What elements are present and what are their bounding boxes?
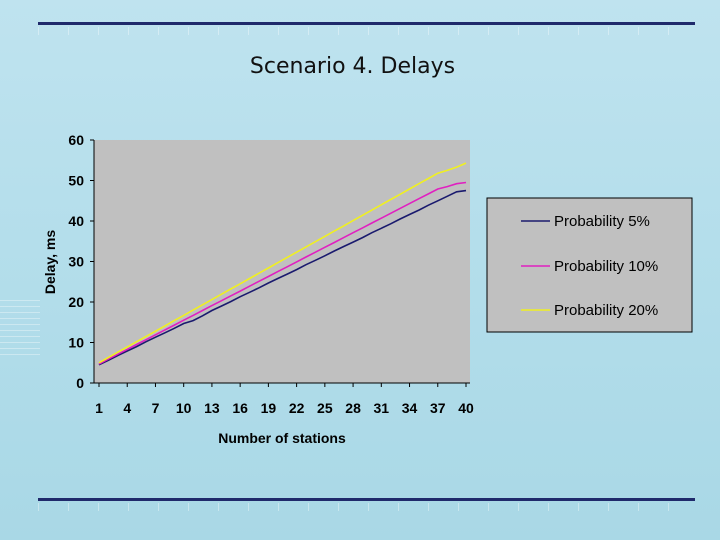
series-line-2 [98,181,467,365]
y-tick-label: 40 [68,213,84,229]
y-tick-label: 20 [68,294,84,310]
x-tick-label: 40 [458,400,474,416]
y-tick-label: 10 [68,335,84,351]
x-tick-label: 22 [289,400,305,416]
x-tick-label: 19 [261,400,277,416]
legend: Probability 5% Probability 10% Probability… [486,197,693,333]
y-tick-label: 30 [68,254,84,270]
series-line-1 [98,189,467,366]
x-tick-label: 1 [95,400,103,416]
x-tick-label: 28 [345,400,361,416]
y-tick-label: 0 [76,375,84,391]
bottom-decor-strip [38,503,695,511]
x-tick-label: 4 [123,400,131,416]
x-tick-label: 25 [317,400,333,416]
y-tick-label: 60 [68,132,84,148]
y-axis: 0 10 20 30 40 50 60 [68,132,95,391]
x-tick-label: 13 [204,400,220,416]
x-tick-label: 34 [402,400,418,416]
x-axis: 1 4 7 10 13 16 19 22 25 28 31 34 37 40 [94,382,474,416]
series-lines [98,162,467,366]
y-tick-label: 50 [68,173,84,189]
y-axis-label: Delay, ms [42,230,58,295]
legend-label-2: Probability 10% [554,258,658,275]
slide-title: Scenario 4. Delays [249,54,456,79]
plot-area [94,140,470,383]
x-tick-label: 7 [152,400,160,416]
side-decor-stripes [0,300,40,360]
x-tick-label: 37 [430,400,446,416]
bottom-rule [38,498,695,501]
top-rule [38,22,695,25]
x-tick-label: 16 [232,400,248,416]
series-line-3 [98,162,467,364]
legend-label-1: Probability 5% [554,213,650,230]
x-axis-label: Number of stations [218,430,346,446]
x-tick-label: 31 [374,400,390,416]
x-tick-label: 10 [176,400,192,416]
top-decor-strip [38,27,695,35]
legend-label-3: Probability 20% [554,302,658,319]
